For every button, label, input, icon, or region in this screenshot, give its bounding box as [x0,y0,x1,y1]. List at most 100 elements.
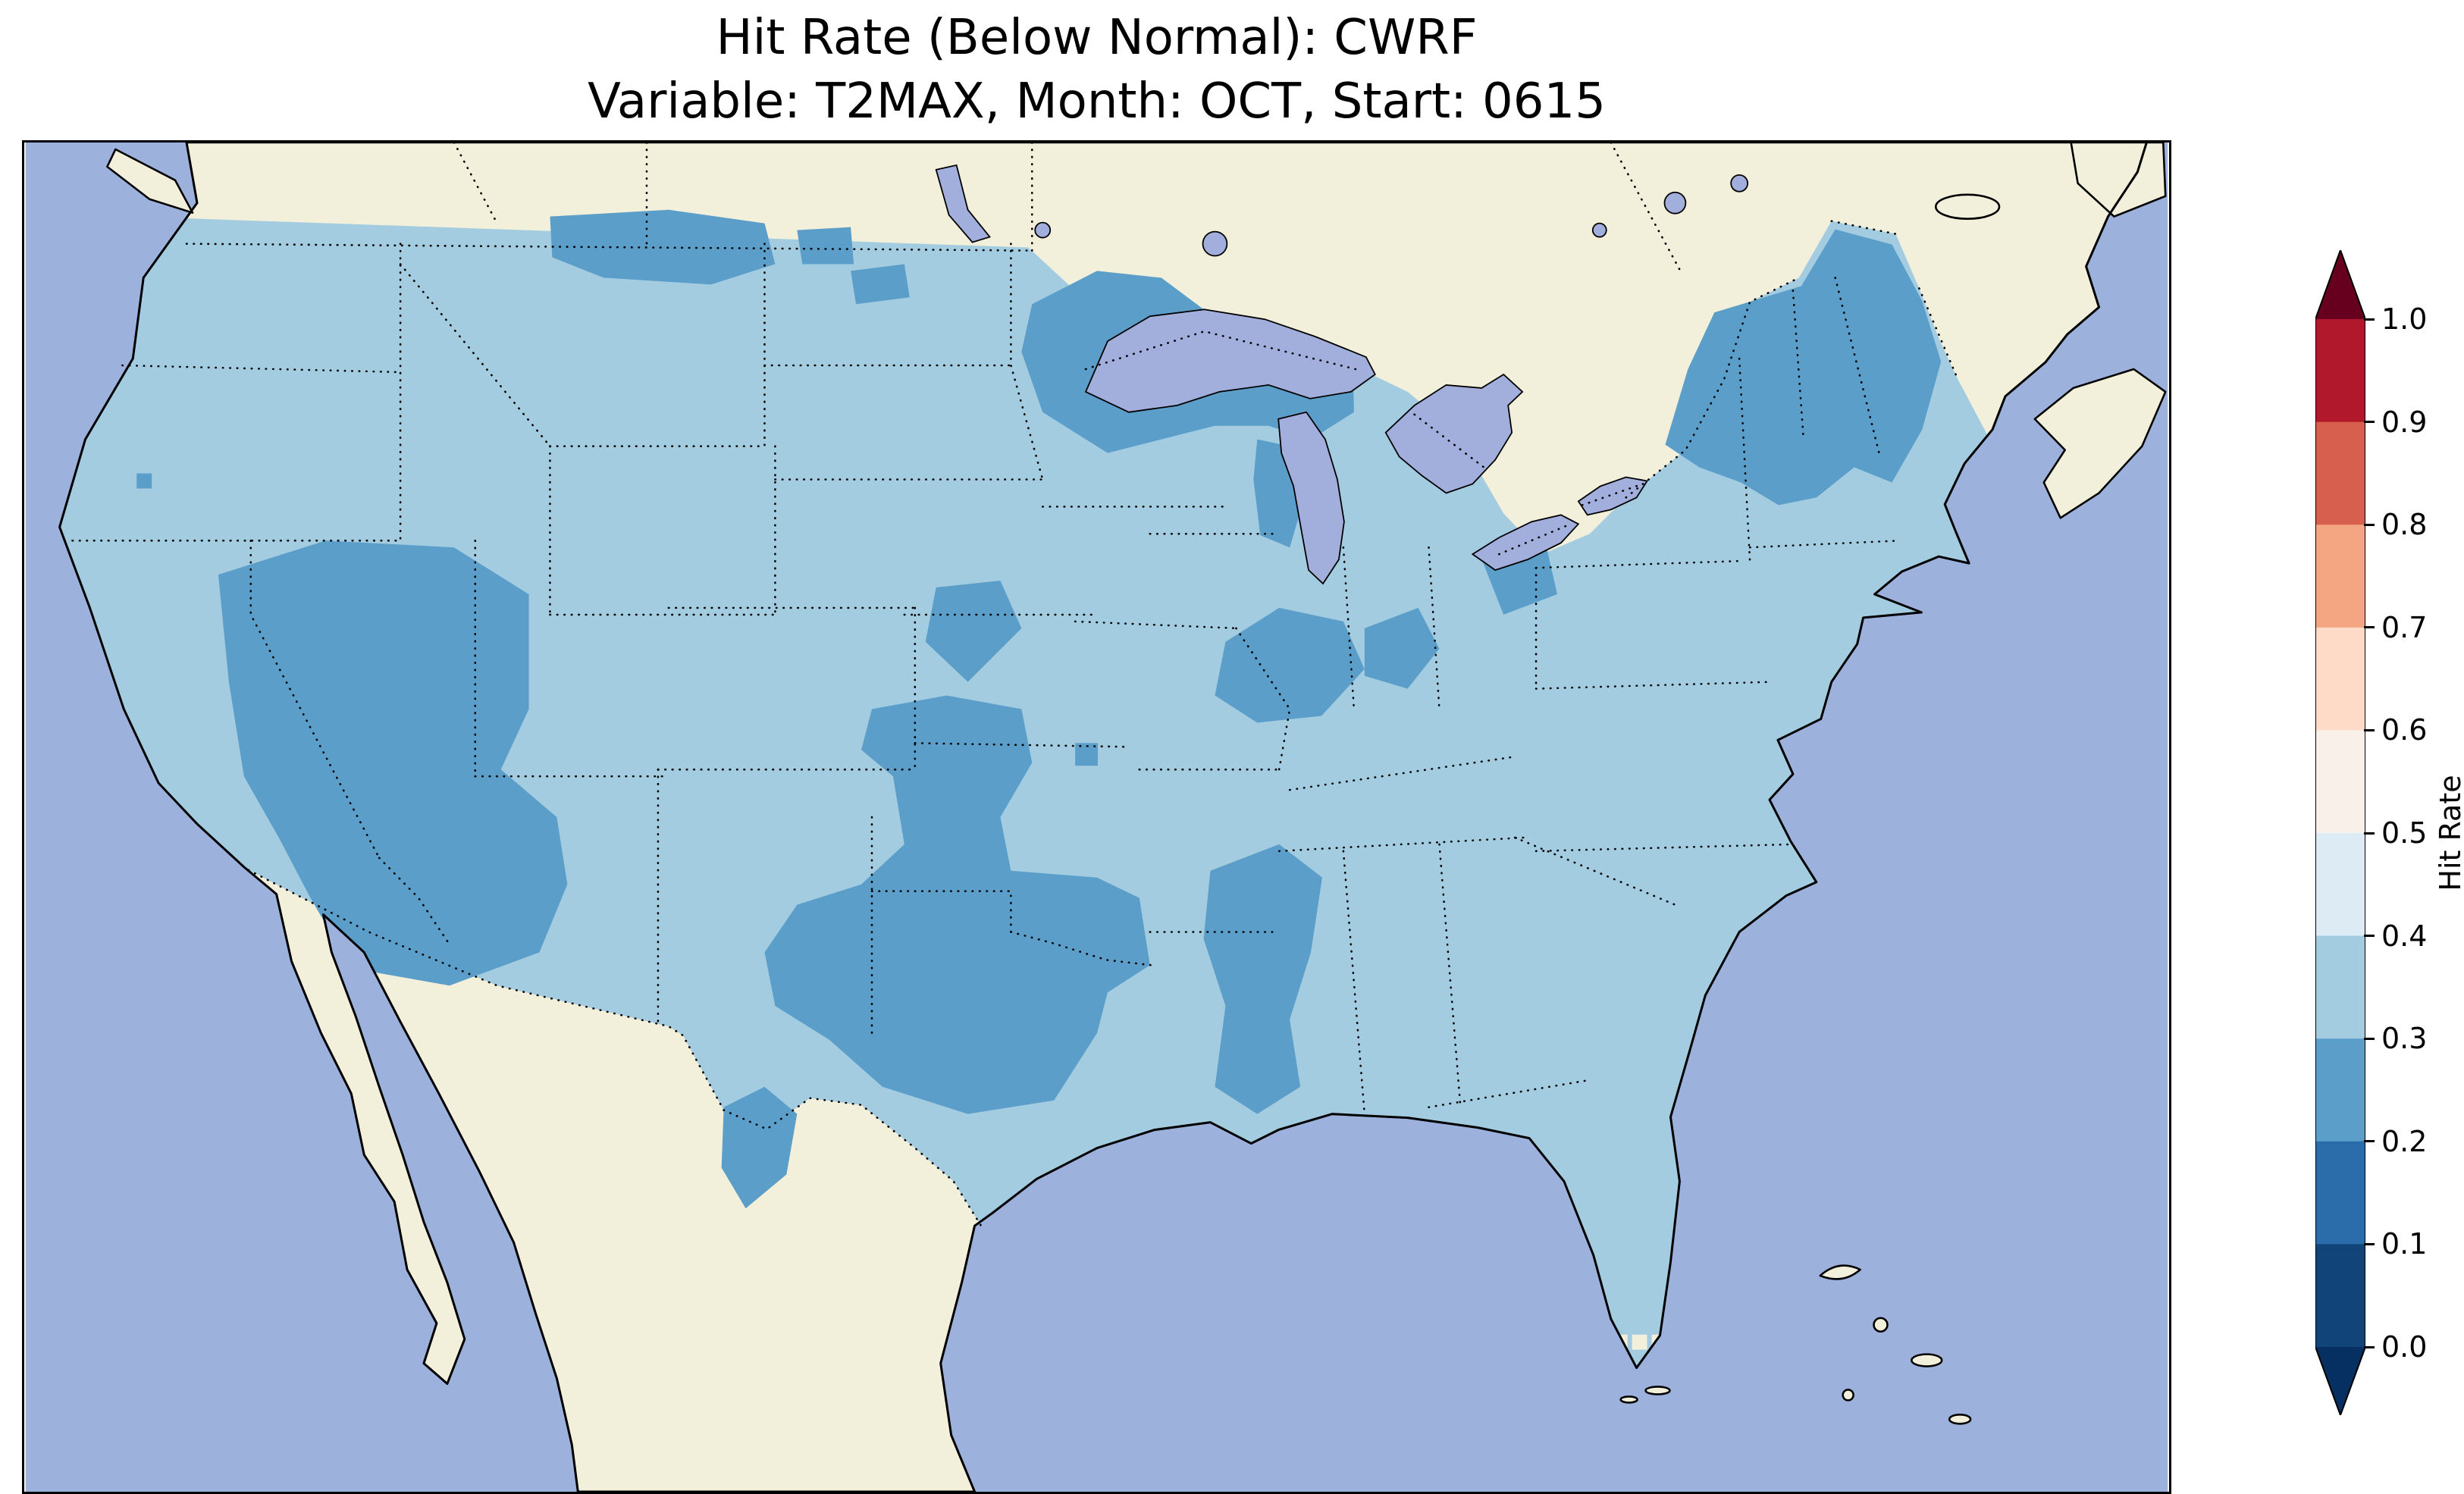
state-line [1535,843,1795,853]
colorbar-segment-2 [2315,525,2365,628]
lake-superior [1084,309,1376,413]
tick-label: 0.6 [2381,713,2428,747]
title-line-1: Hit Rate (Below Normal): CWRF [716,10,1478,66]
lake-nipigon [1202,230,1228,257]
patch-indiana-ohio [1364,607,1440,689]
colorbar-segment-7 [2315,1038,2365,1142]
colorbar-tick-0.4: 0.4 [2364,919,2427,953]
hit-rate-patches-0.2-0.3 [136,209,1942,1209]
state-line [1535,559,1741,569]
canada-border-huron [1413,413,1485,468]
colorbar-segment-3 [2315,627,2365,731]
state-line [914,742,1130,748]
state-line [1277,836,1527,853]
patch-nevada-arizona [218,540,568,986]
colorbar-tick-0.8: 0.8 [2364,508,2427,541]
state-line [870,890,1012,933]
colorbar-axis-label: Hit Rate [2434,775,2464,891]
tick-mark [2364,832,2375,835]
bahamas-island [1948,1414,1972,1425]
colorbar-tick-0.7: 0.7 [2364,611,2427,644]
colorbar-segment-1 [2315,421,2365,525]
colorbar-tick-0.3: 0.3 [2364,1022,2427,1055]
tick-mark [2364,1345,2375,1348]
political-borders-dotted [71,143,1959,1230]
canada-province-line [453,143,498,224]
state-line [1428,1079,1591,1109]
state-line [1342,850,1366,1115]
colorbar-segment-8 [2315,1141,2365,1245]
patch-west-north-dakota [851,264,910,305]
colorbar-segment-4 [2315,730,2365,834]
state-line [1513,836,1676,906]
missing-cell [1632,1334,1647,1350]
florida-keys [1619,1395,1638,1404]
canada-province-line [1610,143,1682,272]
tick-mark [2364,728,2375,731]
lake-winnipeg [935,164,992,243]
tick-label: 0.5 [2381,816,2428,850]
colorbar-arrow-top [2315,250,2365,319]
tick-label: 0.9 [2381,405,2428,439]
lakes-layer [935,164,1749,585]
colorbar-segment-5 [2315,833,2365,937]
canada-border-st-lawrence [1625,277,1801,499]
state-line [1738,357,1751,562]
quebec-lake-2 [1730,174,1749,193]
vancouver-island [106,148,194,214]
patch-missouri-iowa [1215,607,1365,723]
patch-big-bend-texas [721,1086,798,1209]
state-line [1010,243,1044,481]
colorbar-tick-0.6: 0.6 [2364,713,2427,747]
title-line-2: Variable: T2MAX, Month: OCT, Start: 0615 [588,74,1606,130]
colorbar-tick-0.2: 0.2 [2364,1125,2427,1158]
tick-label: 0.3 [2381,1022,2428,1056]
map-axes-frame [22,140,2171,1494]
hit-rate-region-base-0.3-0.4 [59,216,2061,1439]
tick-mark [2364,626,2375,629]
state-line [249,539,381,860]
colorbar-tick-0.0: 0.0 [2364,1330,2427,1364]
colorbar-tick-0.5: 0.5 [2364,816,2427,850]
patch-colorado-kansas-oklahoma-texas [764,695,1150,1114]
state-line [378,857,450,944]
colorbar-tick-0.1: 0.1 [2364,1227,2427,1261]
colorbar-tick-1.0: 1.0 [2364,302,2427,336]
tick-label: 0.0 [2381,1330,2428,1364]
state-line [1010,931,1153,966]
bahamas-island [1911,1353,1943,1367]
islands-layer [1619,1264,1972,1425]
lake-michigan [1277,411,1345,585]
tick-mark [2364,318,2375,321]
figure-title: Hit Rate (Below Normal): CWRF Variable: … [22,6,2171,134]
tick-mark [2364,1242,2375,1245]
colorbar-tick-0.9: 0.9 [2364,406,2427,439]
coastline-outline [58,143,2148,1492]
tick-label: 0.1 [2381,1227,2428,1261]
lake-ontario [1577,476,1649,516]
us-hit-rate-map [25,143,2168,1492]
patch-northeast [1665,229,1942,506]
patch-montana-east [797,227,854,265]
lake-of-the-woods [1034,221,1052,239]
colorbar-segment-0 [2315,319,2365,423]
quebec-lake [1663,191,1687,215]
bahamas-island [1873,1317,1889,1333]
tick-mark [2364,523,2375,526]
us-data-layer [59,209,2061,1439]
mexico-border [247,869,984,1230]
ontario-lake [1591,222,1607,238]
colorbar-ticks: 1.0 0.9 0.8 0.7 0.6 0.5 0.4 0.3 0.2 0.1 0.0 [2364,302,2464,1364]
patch-cell-washington-coast [136,473,152,489]
tick-label: 0.2 [2381,1124,2428,1158]
tick-mark [2364,421,2375,424]
canada-border-erie [1497,525,1569,556]
tick-mark [2364,935,2375,938]
florida-keys [1644,1386,1671,1395]
nova-scotia [2033,368,2167,519]
colorbar-arrow-bottom [2315,1347,2365,1415]
state-line [1438,843,1462,1109]
tick-mark [2364,1140,2375,1143]
tick-mark [2364,1037,2375,1040]
